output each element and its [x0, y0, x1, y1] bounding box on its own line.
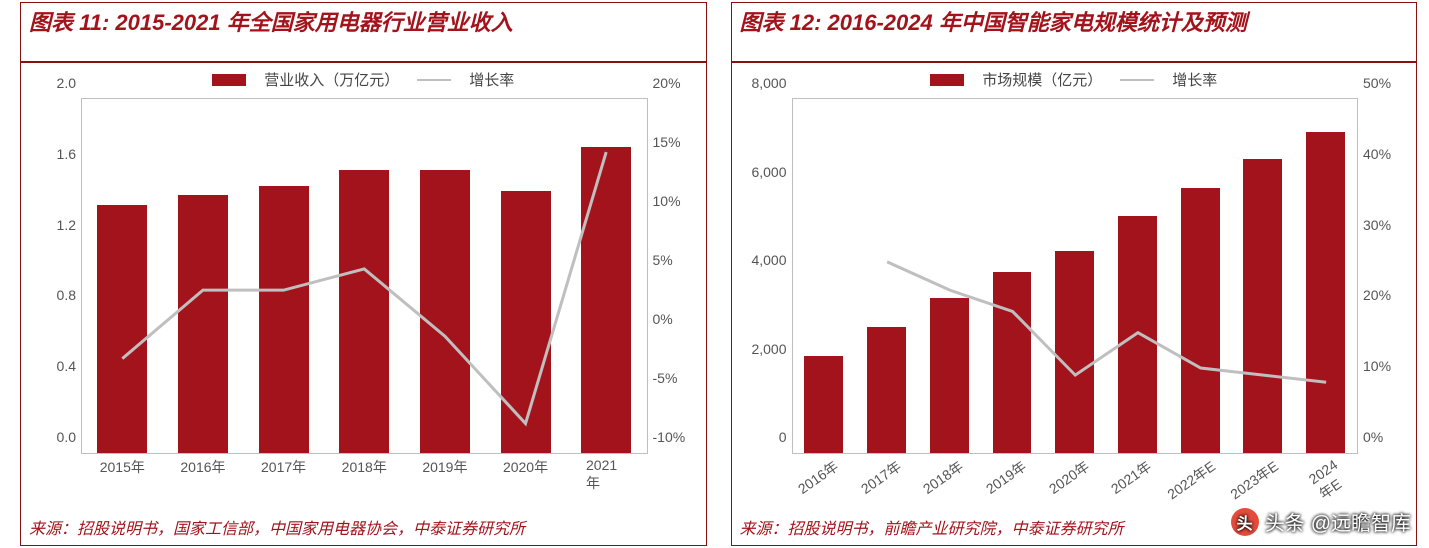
y-left-tick: 2.0	[57, 75, 82, 91]
y-right-tick: 20%	[647, 75, 681, 91]
growth-line	[793, 99, 1358, 453]
x-tick: 2024年E	[1303, 453, 1352, 504]
figure-11-chart: 营业收入（万亿元） 增长率 0.0 0.4 0.8 1.2 1.6 2.0 -10% -5% 0…	[21, 63, 706, 511]
legend-line-swatch	[417, 79, 451, 81]
x-tick: 2021年	[586, 453, 626, 493]
watermark: 头 头条 @远瞻智库	[1231, 507, 1411, 536]
legend-line-label: 增长率	[1172, 69, 1217, 90]
y-left-tick: 0.0	[57, 429, 82, 445]
y-right-tick: -5%	[647, 370, 678, 386]
figure-11-panel: 图表 11: 2015-2021 年全国家用电器行业营业收入 营业收入（万亿元）…	[20, 2, 707, 546]
y-right-tick: 30%	[1357, 217, 1391, 233]
y-left-tick: 1.6	[57, 146, 82, 162]
x-tick: 2015年	[100, 453, 145, 477]
watermark-icon: 头	[1231, 508, 1259, 536]
growth-line	[82, 99, 647, 453]
x-tick: 2021年	[1105, 453, 1156, 499]
figure-12-panel: 图表 12: 2016-2024 年中国智能家电规模统计及预测 市场规模（亿元）…	[731, 2, 1418, 546]
y-right-tick: 0%	[647, 311, 673, 327]
y-left-tick: 0	[779, 429, 793, 445]
y-right-tick: 15%	[647, 134, 681, 150]
watermark-handle: @远瞻智库	[1311, 507, 1411, 536]
y-left-tick: 0.8	[57, 287, 82, 303]
y-right-tick: 20%	[1357, 287, 1391, 303]
figure-12-title-bar: 图表 12: 2016-2024 年中国智能家电规模统计及预测	[732, 3, 1417, 63]
figure-11-title-bar: 图表 11: 2015-2021 年全国家用电器行业营业收入	[21, 3, 706, 63]
x-tick: 2017年	[854, 453, 905, 499]
x-tick: 2016年	[180, 453, 225, 477]
x-tick: 2017年	[261, 453, 306, 477]
x-tick: 2018年	[342, 453, 387, 477]
legend-line-swatch	[1120, 79, 1154, 81]
figure-11-source: 来源：招股说明书，国家工信部，中国家用电器协会，中泰证券研究所	[21, 511, 706, 545]
x-tick: 2023年E	[1224, 453, 1282, 504]
y-right-tick: 0%	[1357, 429, 1383, 445]
y-left-tick: 2,000	[751, 341, 792, 357]
y-left-tick: 0.4	[57, 358, 82, 374]
figure-12-plot: 02,0004,0006,0008,0000%10%20%30%40%50%20…	[742, 94, 1407, 494]
y-left-tick: 1.2	[57, 217, 82, 233]
x-tick: 2018年	[917, 453, 968, 499]
legend-line-label: 增长率	[469, 69, 514, 90]
figure-11-plot: 0.00.40.81.21.62.0-10%-5%0%5%10%15%20%20…	[31, 94, 696, 494]
x-tick: 2020年	[503, 453, 548, 477]
y-left-tick: 6,000	[751, 164, 792, 180]
figure-12-chart: 市场规模（亿元） 增长率 0 2,000 4,000 6,000 8,000 0% 10% 2…	[732, 63, 1417, 511]
legend-bar-swatch	[930, 74, 964, 86]
y-right-tick: 10%	[1357, 358, 1391, 374]
y-right-tick: 50%	[1357, 75, 1391, 91]
x-tick: 2019年	[422, 453, 467, 477]
figure-12-title: 图表 12: 2016-2024 年中国智能家电规模统计及预测	[740, 9, 1247, 37]
x-tick: 2022年E	[1161, 453, 1219, 504]
figure-12-legend: 市场规模（亿元） 增长率	[742, 69, 1407, 90]
y-left-tick: 8,000	[751, 75, 792, 91]
y-right-tick: 5%	[647, 252, 673, 268]
x-tick: 2020年	[1042, 453, 1093, 499]
x-tick: 2019年	[980, 453, 1031, 499]
y-left-tick: 4,000	[751, 252, 792, 268]
y-right-tick: 40%	[1357, 146, 1391, 162]
watermark-prefix: 头条	[1265, 507, 1305, 536]
legend-bar-label: 营业收入（万亿元）	[264, 69, 399, 90]
legend-bar-swatch	[212, 74, 246, 86]
figure-11-title: 图表 11: 2015-2021 年全国家用电器行业营业收入	[29, 9, 513, 37]
y-right-tick: 10%	[647, 193, 681, 209]
figure-11-legend: 营业收入（万亿元） 增长率	[31, 69, 696, 90]
x-tick: 2016年	[791, 453, 842, 499]
y-right-tick: -10%	[647, 429, 686, 445]
legend-bar-label: 市场规模（亿元）	[982, 69, 1102, 90]
